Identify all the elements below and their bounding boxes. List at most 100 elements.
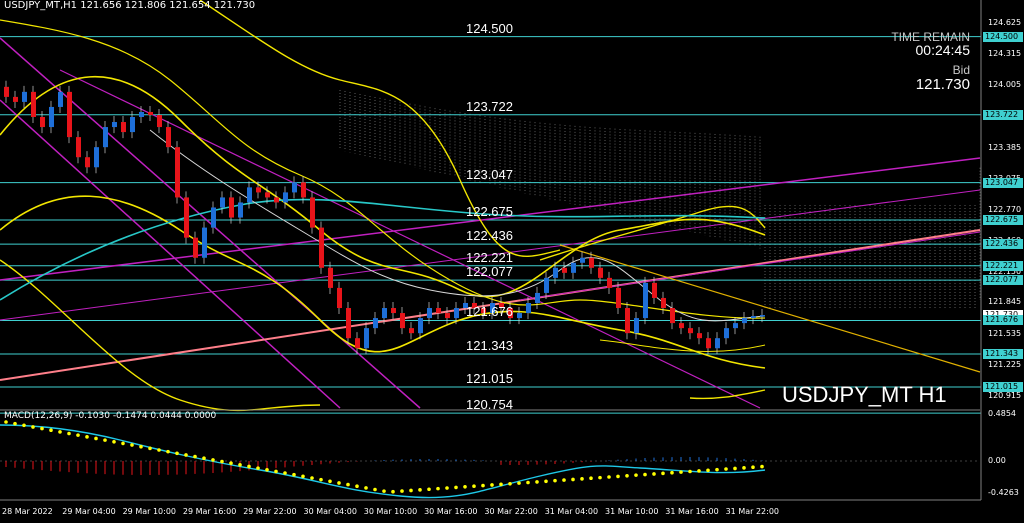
candle[interactable] bbox=[706, 338, 711, 349]
candle[interactable] bbox=[157, 114, 162, 128]
candle[interactable] bbox=[481, 308, 486, 314]
candle[interactable] bbox=[571, 262, 576, 273]
price-level-box: 121.015 bbox=[983, 381, 1023, 392]
candle[interactable] bbox=[238, 202, 243, 218]
candle[interactable] bbox=[85, 157, 90, 168]
candle[interactable] bbox=[535, 292, 540, 303]
candle[interactable] bbox=[400, 313, 405, 329]
candle[interactable] bbox=[364, 328, 369, 349]
candle[interactable] bbox=[130, 116, 135, 133]
candle[interactable] bbox=[553, 267, 558, 278]
candle[interactable] bbox=[517, 313, 522, 319]
candle[interactable] bbox=[436, 308, 441, 314]
candle[interactable] bbox=[724, 328, 729, 339]
candle[interactable] bbox=[121, 122, 126, 133]
candle[interactable] bbox=[373, 318, 378, 329]
candle[interactable] bbox=[319, 227, 324, 268]
candle[interactable] bbox=[670, 308, 675, 324]
candle[interactable] bbox=[337, 287, 342, 309]
candle[interactable] bbox=[742, 318, 747, 324]
candle[interactable] bbox=[616, 287, 621, 309]
candle[interactable] bbox=[94, 147, 99, 168]
candle[interactable] bbox=[175, 147, 180, 198]
candle[interactable] bbox=[112, 122, 117, 128]
candle[interactable] bbox=[256, 187, 261, 193]
candle[interactable] bbox=[49, 106, 54, 128]
candle[interactable] bbox=[733, 323, 738, 329]
price-level-box: 121.730 bbox=[983, 310, 1023, 321]
candle[interactable] bbox=[247, 187, 252, 203]
time-axis-tick: 30 Mar 16:00 bbox=[424, 507, 478, 516]
candle[interactable] bbox=[103, 127, 108, 148]
candle[interactable] bbox=[634, 318, 639, 334]
candle[interactable] bbox=[229, 197, 234, 218]
macd-signal-dots bbox=[4, 420, 764, 494]
candle[interactable] bbox=[589, 257, 594, 268]
level-label: 123.047 bbox=[466, 166, 513, 182]
candle[interactable] bbox=[418, 318, 423, 334]
candle[interactable] bbox=[508, 308, 513, 319]
price-level-box: 123.722 bbox=[983, 109, 1023, 120]
candle[interactable] bbox=[445, 313, 450, 319]
candle[interactable] bbox=[184, 197, 189, 238]
candle[interactable] bbox=[265, 192, 270, 198]
candle[interactable] bbox=[580, 257, 585, 263]
candle[interactable] bbox=[391, 308, 396, 314]
candle[interactable] bbox=[544, 277, 549, 293]
price-level-box: 121.343 bbox=[983, 348, 1023, 359]
candle[interactable] bbox=[13, 96, 18, 102]
candle[interactable] bbox=[31, 91, 36, 117]
candle[interactable] bbox=[715, 338, 720, 349]
candle[interactable] bbox=[328, 267, 333, 288]
candlesticks[interactable] bbox=[4, 80, 765, 355]
candle[interactable] bbox=[490, 302, 495, 314]
candle[interactable] bbox=[661, 297, 666, 309]
candle[interactable] bbox=[499, 302, 504, 309]
candle[interactable] bbox=[643, 282, 648, 319]
candle[interactable] bbox=[220, 197, 225, 208]
candle[interactable] bbox=[283, 192, 288, 203]
candle[interactable] bbox=[67, 91, 72, 138]
candle[interactable] bbox=[4, 86, 9, 97]
candle[interactable] bbox=[40, 116, 45, 128]
level-label: 123.722 bbox=[466, 98, 513, 114]
candle[interactable] bbox=[346, 308, 351, 339]
time-axis-tick: 31 Mar 04:00 bbox=[544, 507, 599, 516]
candle[interactable] bbox=[22, 91, 27, 102]
candle[interactable] bbox=[166, 127, 171, 148]
candle[interactable] bbox=[382, 308, 387, 319]
candle[interactable] bbox=[427, 308, 432, 319]
candle[interactable] bbox=[454, 308, 459, 319]
candle[interactable] bbox=[211, 207, 216, 228]
channel-lines[interactable] bbox=[0, 37, 981, 409]
candle[interactable] bbox=[58, 91, 63, 107]
candle[interactable] bbox=[598, 267, 603, 278]
candle[interactable] bbox=[202, 227, 207, 258]
candle[interactable] bbox=[148, 111, 153, 115]
candle[interactable] bbox=[751, 316, 756, 319]
candle[interactable] bbox=[301, 182, 306, 198]
candle[interactable] bbox=[76, 137, 81, 158]
candle[interactable] bbox=[625, 308, 630, 334]
candle[interactable] bbox=[697, 333, 702, 339]
candle[interactable] bbox=[409, 328, 414, 334]
candle[interactable] bbox=[355, 338, 360, 349]
candle[interactable] bbox=[463, 302, 468, 309]
candle[interactable] bbox=[292, 182, 297, 193]
candle[interactable] bbox=[607, 277, 612, 288]
candle[interactable] bbox=[310, 197, 315, 228]
candle[interactable] bbox=[760, 315, 765, 317]
horizontal-levels[interactable] bbox=[0, 36, 981, 414]
candle[interactable] bbox=[652, 282, 657, 298]
candle[interactable] bbox=[472, 302, 477, 309]
candle[interactable] bbox=[274, 197, 279, 203]
candle[interactable] bbox=[688, 328, 693, 334]
candle[interactable] bbox=[139, 111, 144, 117]
candle[interactable] bbox=[562, 267, 567, 273]
ichimoku-cloud bbox=[339, 90, 981, 310]
candle[interactable] bbox=[679, 323, 684, 329]
candle[interactable] bbox=[526, 302, 531, 314]
candle[interactable] bbox=[193, 237, 198, 258]
symbol-label: USDJPY_MT H1 bbox=[782, 382, 947, 407]
